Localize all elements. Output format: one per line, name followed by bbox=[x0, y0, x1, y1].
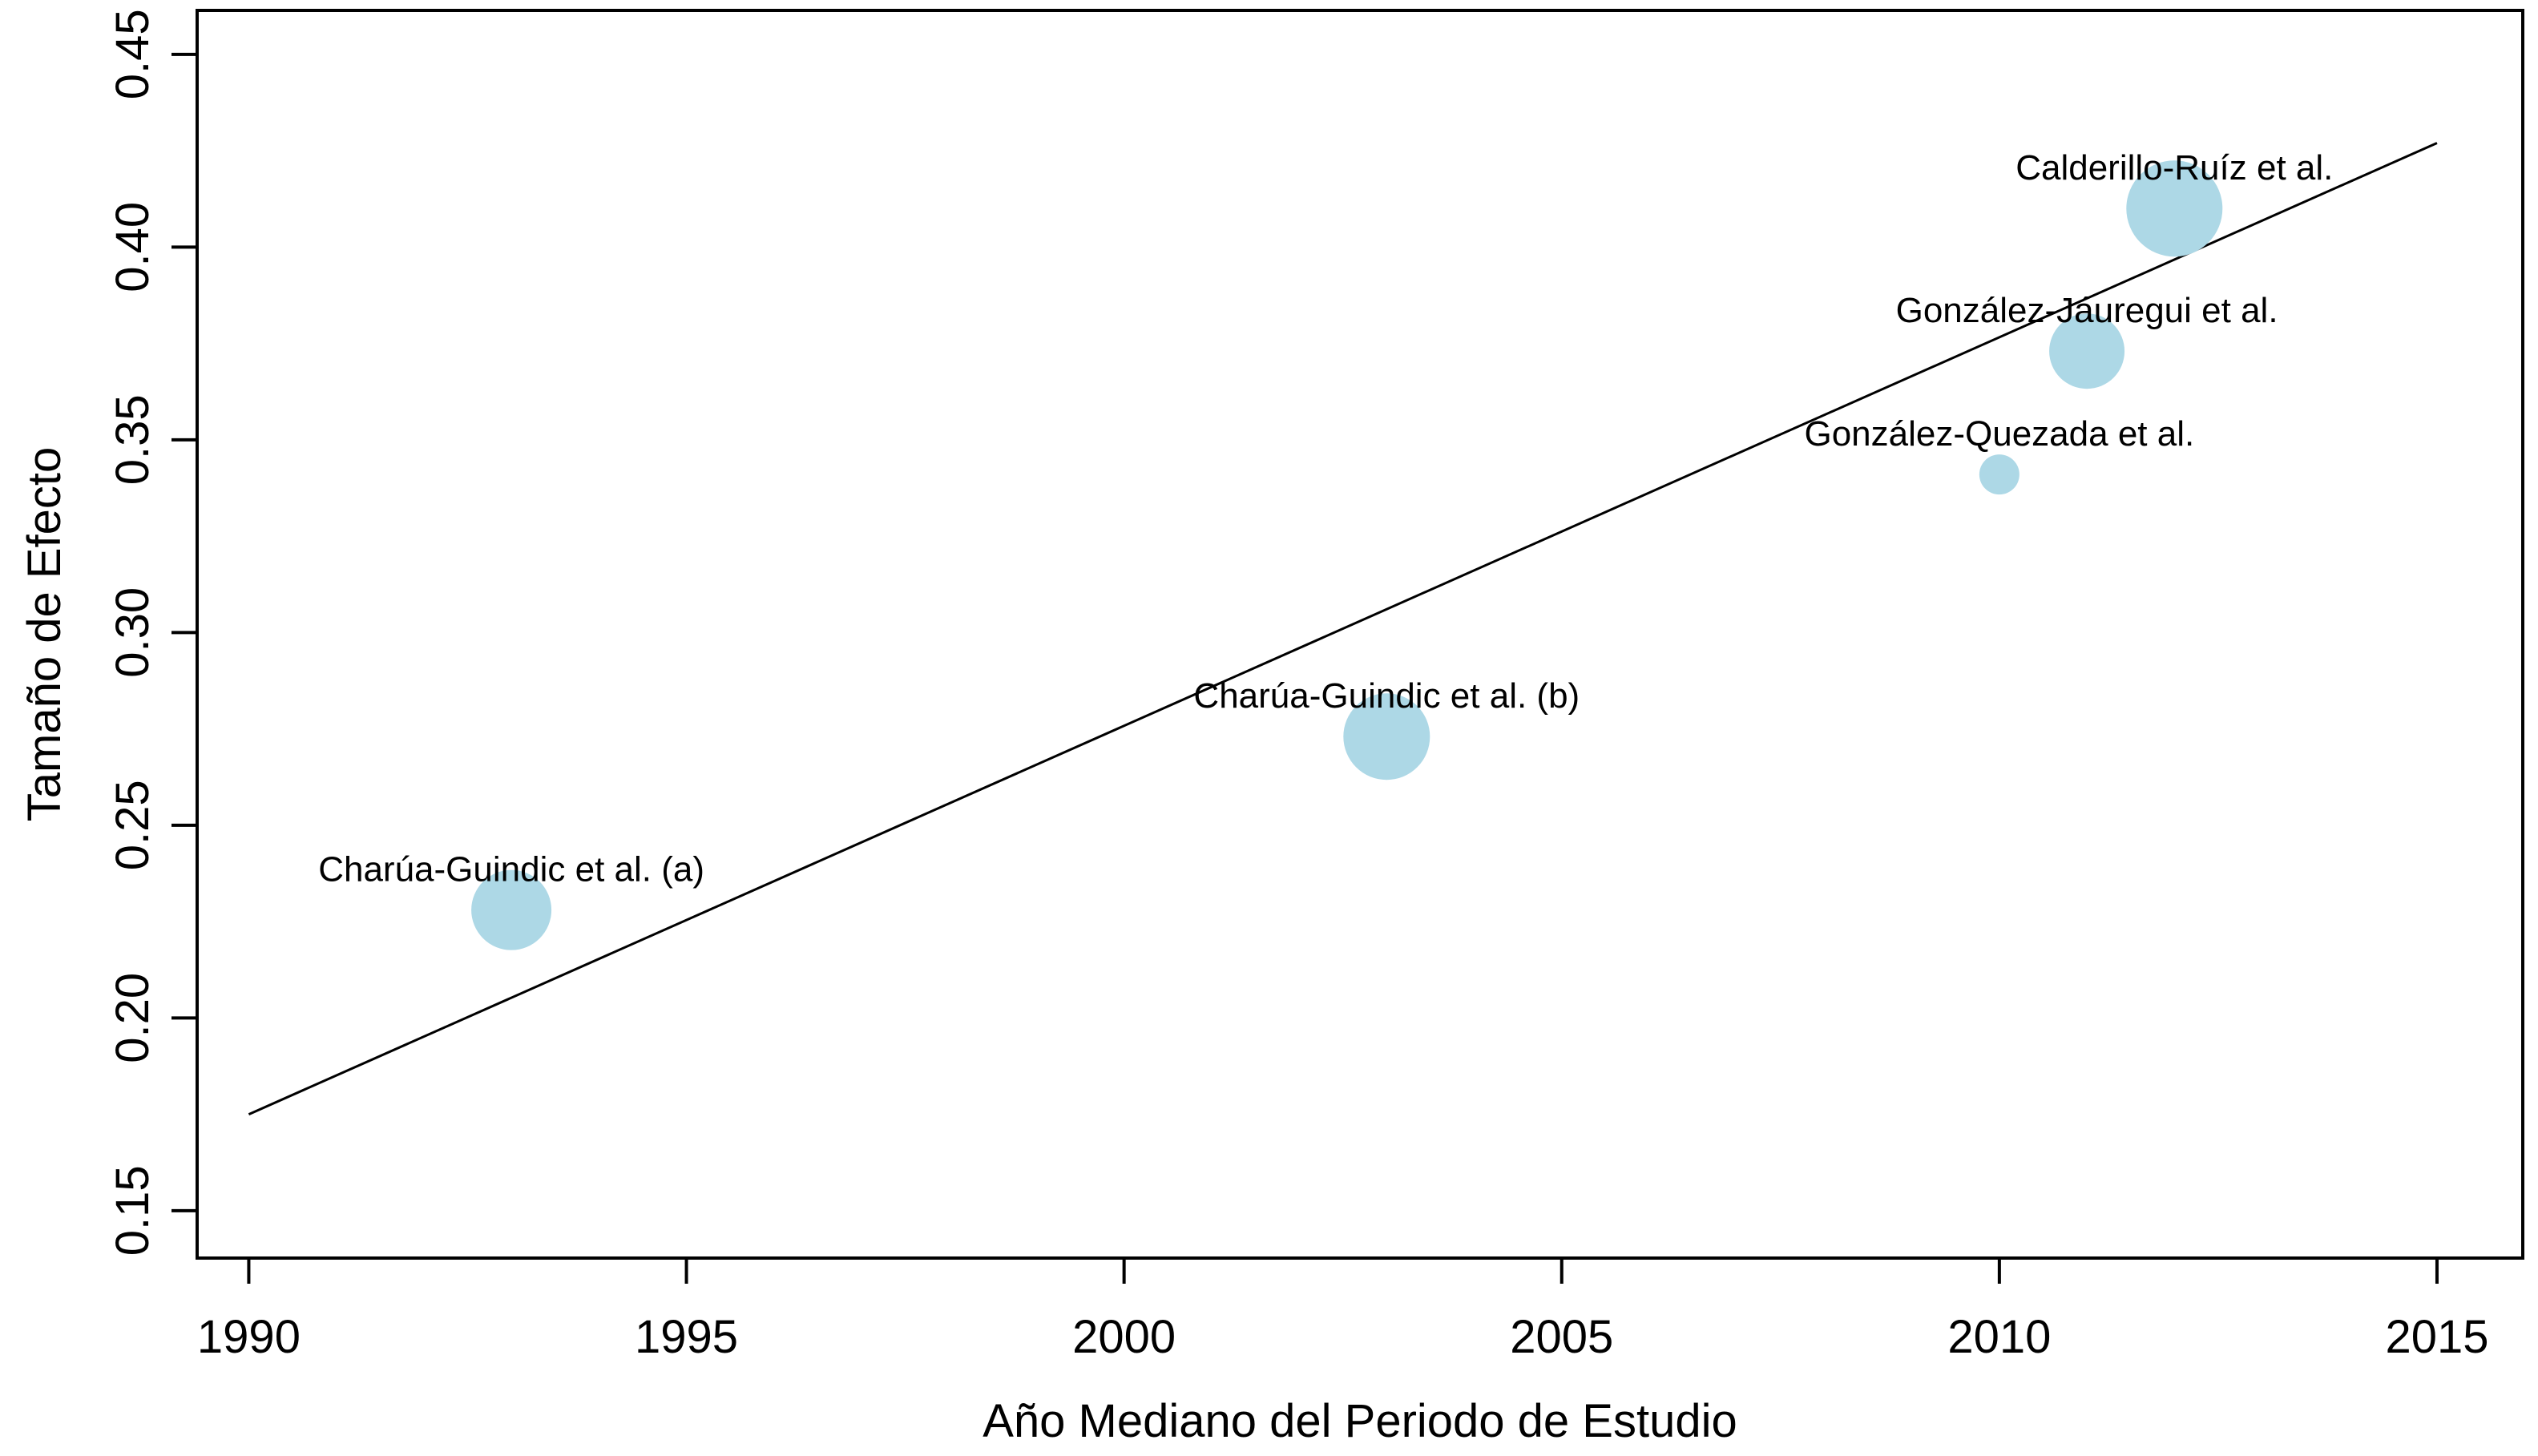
y-tick-label: 0.25 bbox=[107, 780, 159, 870]
y-axis-title: Tamaño de Efecto bbox=[18, 447, 71, 822]
data-point-bubble bbox=[1979, 454, 2020, 495]
y-tick-label: 0.30 bbox=[107, 587, 159, 678]
plot-border bbox=[196, 9, 2524, 1260]
x-tick-label: 2000 bbox=[1072, 1311, 1176, 1363]
data-point-label: González-Quezada et al. bbox=[1804, 414, 2194, 454]
x-tick-label: 2005 bbox=[1510, 1311, 1613, 1363]
x-axis-title: Año Mediano del Periodo de Estudio bbox=[983, 1395, 1737, 1447]
y-tick-label: 0.45 bbox=[107, 9, 159, 99]
x-tick-label: 1995 bbox=[635, 1311, 738, 1363]
x-tick-label: 2010 bbox=[1947, 1311, 2051, 1363]
data-point-bubble bbox=[1343, 693, 1430, 780]
data-point-label: Charúa-Guindic et al. (b) bbox=[1193, 676, 1580, 716]
regression-line bbox=[248, 142, 2438, 1115]
y-tick-label: 0.20 bbox=[107, 973, 159, 1063]
y-axis: 0.15 0.20 0.25 0.30 0.35 0.40 0.45 bbox=[107, 9, 197, 1256]
y-tick-label: 0.40 bbox=[107, 202, 159, 292]
x-tick-label: 1990 bbox=[197, 1311, 301, 1363]
data-point-bubbles bbox=[471, 160, 2223, 950]
data-point-label: González-Jáuregui et al. bbox=[1896, 291, 2278, 330]
data-point-label: Charúa-Guindic et al. (a) bbox=[318, 850, 704, 889]
y-tick-label: 0.15 bbox=[107, 1165, 159, 1256]
data-point-label: Calderillo-Ruíz et al. bbox=[2015, 148, 2333, 188]
y-tick-label: 0.35 bbox=[107, 394, 159, 485]
x-axis: 1990 1995 2000 2005 2010 2015 bbox=[197, 1258, 2488, 1363]
data-point-bubble bbox=[2049, 313, 2125, 389]
x-tick-label: 2015 bbox=[2385, 1311, 2488, 1363]
data-point-bubble bbox=[471, 869, 552, 950]
data-point-labels: Charúa-Guindic et al. (a) Charúa-Guindic … bbox=[318, 148, 2333, 889]
data-point-bubble bbox=[2126, 160, 2223, 257]
